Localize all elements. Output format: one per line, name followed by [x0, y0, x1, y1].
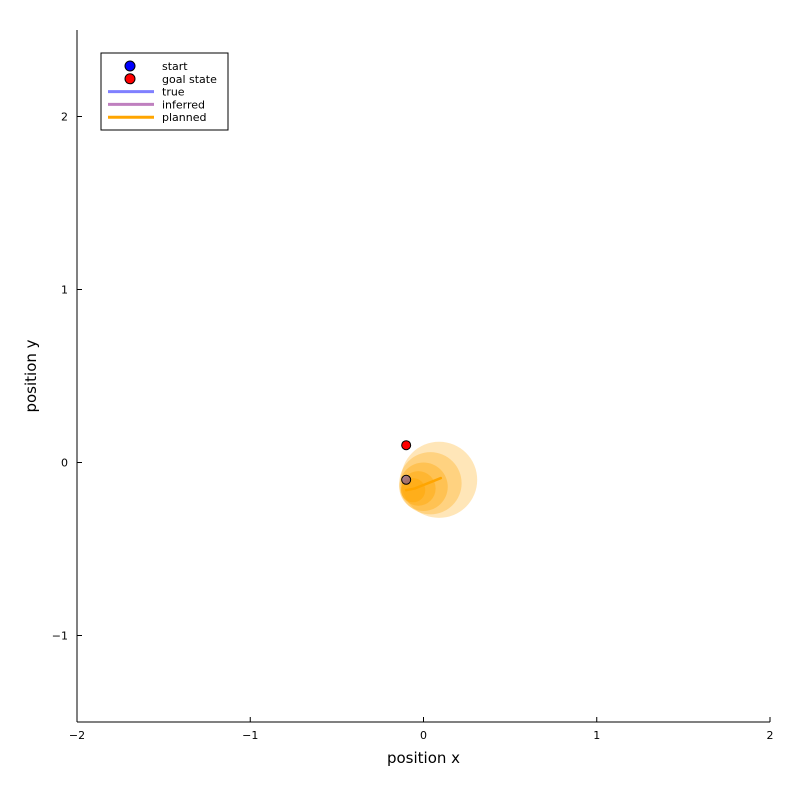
y-tick-label: 1 — [61, 284, 68, 297]
y-tick-label: −1 — [52, 630, 68, 643]
legend-label: start — [162, 60, 188, 73]
legend-marker — [124, 73, 136, 85]
y-tick-label: 2 — [61, 111, 68, 124]
x-tick-label: 1 — [593, 729, 600, 742]
uncertainty-ellipses — [399, 441, 478, 518]
goal-marker — [401, 440, 412, 451]
x-tick-label: 0 — [420, 729, 427, 742]
uncertainty-ellipse — [399, 462, 448, 511]
y-axis-label: position y — [22, 339, 40, 412]
start-marker — [401, 474, 412, 485]
legend-label: planned — [162, 111, 206, 124]
legend-marker — [124, 60, 136, 72]
uncertainty-ellipse — [400, 471, 436, 506]
x-tick-label: −1 — [242, 729, 258, 742]
legend-label: inferred — [162, 98, 205, 111]
x-tick-label: −2 — [69, 729, 85, 742]
x-tick-label: 2 — [767, 729, 774, 742]
y-tick-label: 0 — [61, 457, 68, 470]
legend-label: goal state — [162, 73, 217, 86]
y-ticks: −1 0 1 2 — [52, 111, 82, 643]
legend-label: true — [162, 86, 185, 99]
planned-path-line — [404, 476, 443, 492]
x-axis-label: position x — [387, 749, 460, 767]
x-ticks: −2 −1 0 1 2 — [69, 717, 774, 742]
